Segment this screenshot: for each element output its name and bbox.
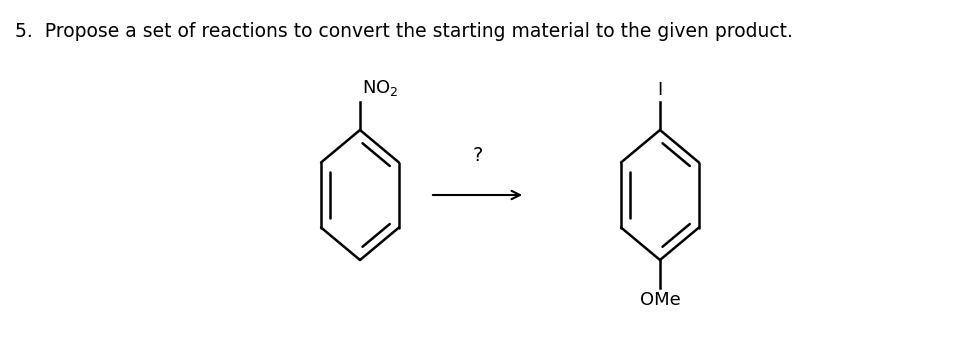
Text: NO$_2$: NO$_2$: [361, 78, 398, 98]
Text: 5.  Propose a set of reactions to convert the starting material to the given pro: 5. Propose a set of reactions to convert…: [15, 22, 792, 41]
Text: OMe: OMe: [639, 291, 679, 309]
Text: ?: ?: [472, 146, 483, 165]
Text: I: I: [657, 81, 662, 99]
